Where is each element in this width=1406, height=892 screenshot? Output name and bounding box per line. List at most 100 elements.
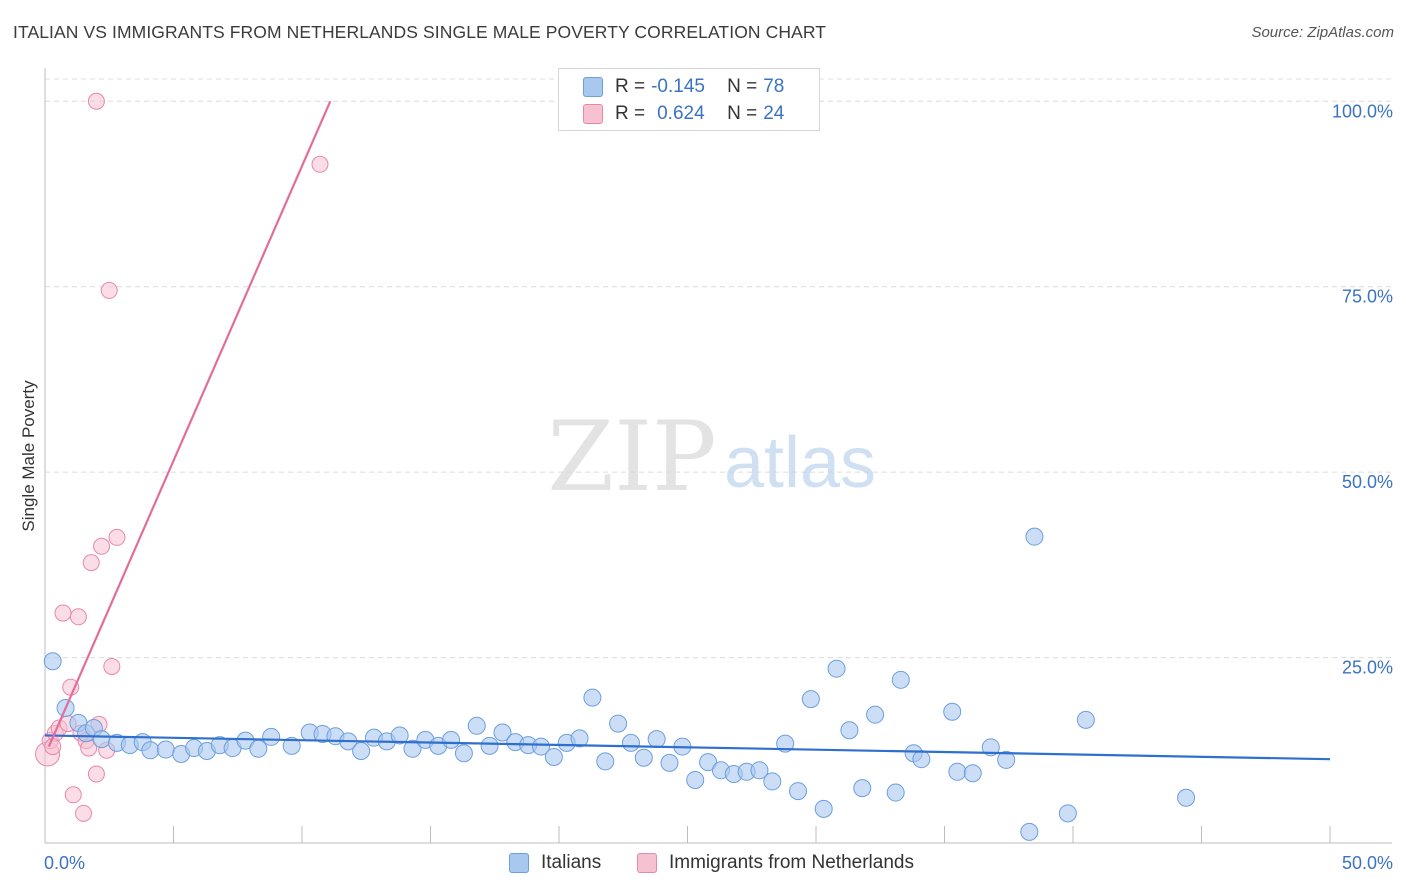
netherlands-point (87, 92, 105, 110)
italians-point (621, 733, 640, 752)
legend-swatch-pink (583, 104, 603, 124)
italians-point (1076, 710, 1095, 729)
italians-point (352, 742, 371, 761)
netherlands-point (103, 657, 121, 675)
italians-point (891, 670, 910, 689)
watermark-atlas: atlas (724, 423, 876, 503)
netherlands-point (64, 786, 82, 804)
legend-row-netherlands: R = 0.624 N = 24 (583, 102, 784, 126)
legend-row-italians: R = -0.145 N = 78 (583, 75, 784, 99)
watermark: ZIP atlas (547, 401, 876, 513)
netherlands-point (100, 281, 118, 299)
italians-point (866, 705, 885, 724)
italians-point (262, 727, 281, 746)
x-tick-label: 0.0% (44, 853, 85, 873)
italians-point (776, 734, 795, 753)
italians-point (814, 799, 833, 818)
series-swatch-pink (637, 853, 657, 873)
italians-point (493, 723, 512, 742)
italians-point (467, 716, 486, 735)
italians-point (912, 750, 931, 769)
italians-point (236, 731, 255, 750)
series-swatch-blue (509, 853, 529, 873)
watermark-zip: ZIP (547, 401, 716, 513)
netherlands-point (44, 738, 62, 756)
grid-lines (45, 78, 1392, 659)
italians-point (840, 721, 859, 740)
italians-point (1025, 527, 1044, 546)
netherlands-trend-line (47, 100, 332, 748)
italians-point (827, 659, 846, 678)
italians-trend-line (44, 734, 1331, 761)
italians-point (981, 738, 1000, 757)
italians-point (570, 729, 589, 748)
legend-r-value: -0.145 (651, 76, 705, 97)
legend-r-value: 0.624 (657, 103, 705, 124)
italians-point (390, 726, 409, 745)
series-legend-italians: Italians (509, 852, 601, 874)
italians-point (156, 740, 175, 759)
y-tick-label: 100.0% (1332, 101, 1393, 121)
italians-point (442, 730, 461, 749)
legend-n-label: N = (727, 103, 758, 124)
italians-point (943, 702, 962, 721)
tick-labels: 25.0% 50.0% 75.0% 100.0% 0.0% 50.0% (44, 101, 1393, 873)
italians-point (596, 752, 615, 771)
y-tick-label: 75.0% (1342, 287, 1393, 307)
netherlands-point (69, 608, 87, 626)
italians-point (1177, 788, 1196, 807)
immigrants-netherlands-points (35, 92, 329, 822)
italians-point (647, 730, 666, 749)
chart-title: ITALIAN VS IMMIGRANTS FROM NETHERLANDS S… (13, 22, 827, 42)
italians-point (789, 782, 808, 801)
italians-point (997, 750, 1016, 769)
italians-point (403, 739, 422, 758)
axes (44, 68, 1392, 844)
italians-point (454, 744, 473, 763)
italians-point (583, 688, 602, 707)
italians-point (609, 714, 628, 733)
source-label: Source: ZipAtlas.com (1251, 24, 1394, 41)
italians-point (963, 764, 982, 783)
italians-point (699, 753, 718, 772)
netherlands-point (93, 537, 111, 555)
netherlands-point (75, 804, 93, 822)
italians-point (853, 779, 872, 798)
netherlands-point (82, 554, 100, 572)
legend-n-value: 24 (763, 103, 785, 124)
netherlands-point (108, 528, 126, 546)
y-axis-label: Single Male Poverty (19, 380, 38, 532)
italians-point (948, 762, 967, 781)
correlation-legend: R = -0.145 N = 78 R = 0.624 N = 24 (558, 68, 820, 131)
series-legend: Italians Immigrants from Netherlands (0, 852, 1406, 878)
italians-point (141, 741, 160, 760)
italians-point (686, 770, 705, 789)
series-legend-netherlands: Immigrants from Netherlands (637, 852, 914, 874)
italians-point (249, 739, 268, 758)
netherlands-point (87, 765, 105, 783)
italians-point (92, 730, 111, 749)
legend-n-value: 78 (763, 76, 785, 97)
netherlands-point (311, 155, 329, 173)
series-label-netherlands: Immigrants from Netherlands (669, 852, 914, 873)
italians-point (660, 753, 679, 772)
x-tick-label: 50.0% (1342, 853, 1393, 873)
italians-point (282, 736, 301, 755)
y-tick-label: 50.0% (1342, 472, 1393, 492)
legend-n-label: N = (727, 76, 758, 97)
netherlands-point (54, 604, 72, 622)
italians-point (544, 747, 563, 766)
italians-point (480, 736, 499, 755)
italians-point (750, 761, 769, 780)
y-tick-label: 25.0% (1342, 658, 1393, 678)
italians-point (801, 690, 820, 709)
legend-r-label: R = (615, 76, 646, 97)
series-label-italians: Italians (541, 852, 602, 873)
italians-point (886, 783, 905, 802)
italians-point (1058, 804, 1077, 823)
trend-lines (44, 100, 1331, 761)
legend-r-label: R = (615, 103, 646, 124)
legend-swatch-blue (583, 77, 603, 97)
italians-point (1020, 822, 1039, 841)
